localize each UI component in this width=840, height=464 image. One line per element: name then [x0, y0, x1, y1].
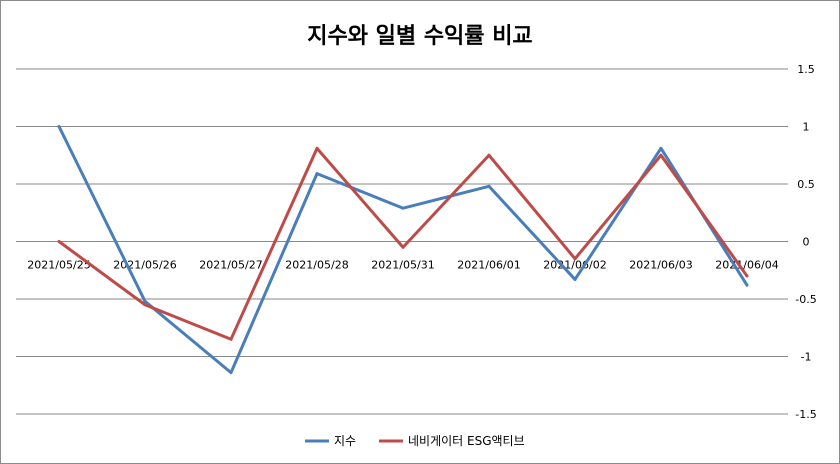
data-point — [315, 146, 319, 150]
legend-label: 네비게이터 ESG액티브 — [408, 434, 525, 448]
data-point — [573, 257, 577, 261]
series-line-2 — [58, 146, 749, 341]
x-tick-label: 2021/05/28 — [285, 259, 348, 272]
y-tick-label: 1 — [803, 121, 810, 134]
y-tick-label: -1 — [801, 351, 812, 364]
y-tick-label: -1.5 — [795, 408, 816, 421]
data-point — [315, 172, 319, 176]
y-tick-label: 1.5 — [797, 63, 815, 76]
x-tick-label: 2021/05/31 — [371, 259, 434, 272]
data-point — [57, 125, 61, 128]
x-tick-label: 2021/06/03 — [629, 259, 692, 272]
x-tick-label: 2021/06/01 — [457, 259, 520, 272]
series-lines — [57, 125, 749, 375]
x-tick-label: 2021/05/26 — [113, 259, 176, 272]
data-point — [401, 245, 405, 249]
data-point — [487, 153, 491, 157]
x-axis-ticks: 2021/05/25 2021/05/26 2021/05/27 2021/05/28… — [27, 259, 778, 272]
legend: 지수 네비게이터 ESG액티브 — [305, 434, 525, 448]
y-tick-label: -0.5 — [795, 293, 816, 306]
x-tick-label: 2021/06/04 — [715, 259, 778, 272]
data-point — [143, 299, 147, 303]
y-axis-ticks: 1.5 1 0.5 0 -0.5 -1 -1.5 — [795, 63, 816, 421]
x-tick-label: 2021/06/02 — [543, 259, 606, 272]
x-tick-label: 2021/05/27 — [199, 259, 262, 272]
data-point — [401, 206, 405, 210]
y-tick-label: 0 — [803, 236, 810, 249]
data-point — [659, 146, 663, 150]
data-point — [487, 184, 491, 188]
data-point — [229, 337, 233, 341]
x-tick-label: 2021/05/25 — [27, 259, 90, 272]
chart-title: 지수와 일별 수익률 비교 — [307, 24, 533, 49]
series-line-1 — [57, 125, 749, 375]
data-point — [229, 371, 233, 375]
data-point — [745, 283, 749, 287]
legend-label: 지수 — [334, 434, 356, 448]
y-tick-label: 0.5 — [797, 178, 815, 191]
data-point — [659, 153, 663, 157]
grid-lines — [16, 68, 788, 415]
data-point — [745, 274, 749, 278]
data-point — [143, 303, 147, 307]
data-point — [573, 277, 577, 281]
data-point — [57, 240, 61, 243]
